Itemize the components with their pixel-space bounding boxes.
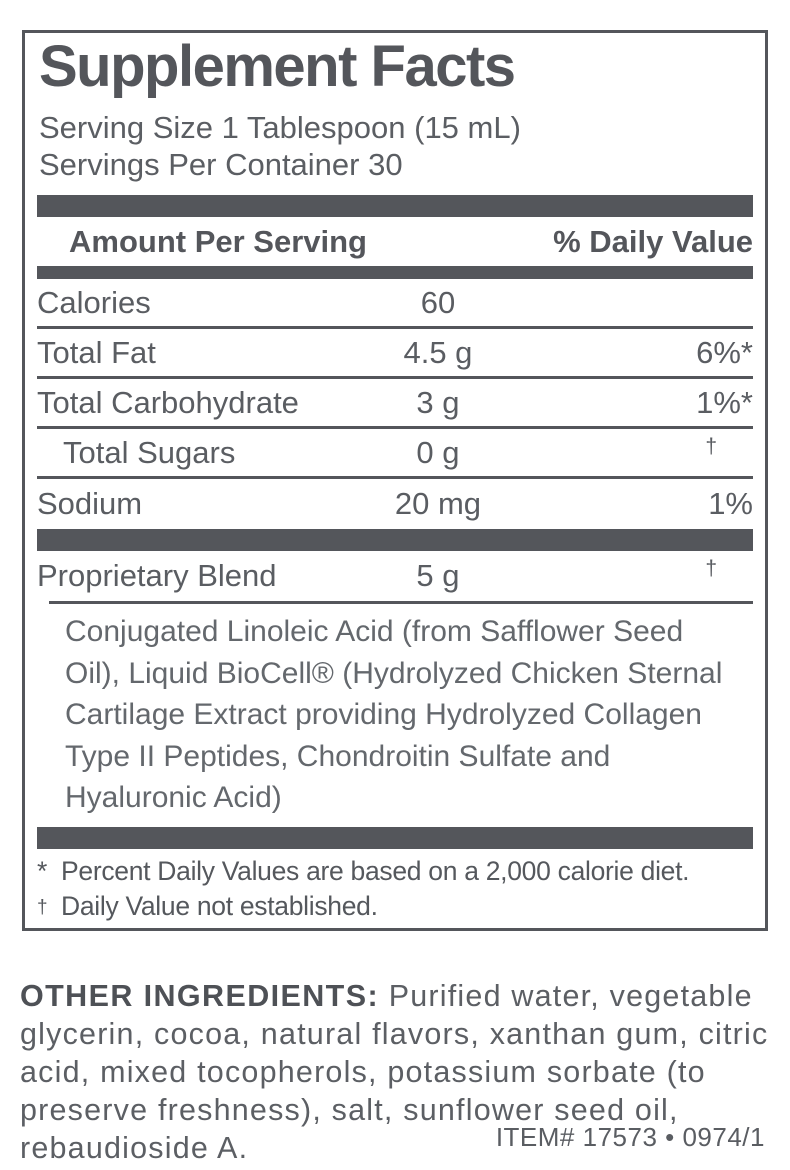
panel-title: Supplement Facts <box>39 34 516 99</box>
nutrient-row-total-fat: Total Fat 4.5 g 6%* <box>37 329 753 379</box>
nutrient-amount: 20 mg <box>394 486 482 521</box>
nutrient-label: Sodium <box>37 486 143 521</box>
nutrient-row-total-carbohydrate: Total Carbohydrate 3 g 1%* <box>37 379 753 429</box>
nutrient-label: Total Fat <box>37 334 156 370</box>
servings-per-container-line: Servings Per Container 30 <box>39 147 403 182</box>
nutrient-label: Total Sugars <box>63 434 236 470</box>
other-ingredients-heading: OTHER INGREDIENTS: <box>20 978 380 1013</box>
nutrient-amount: 4.5 g <box>403 334 473 370</box>
nutrient-row-sodium: Sodium 20 mg 1% <box>37 479 753 529</box>
table-header-row: Amount Per Serving % Daily Value <box>37 217 753 266</box>
dagger-symbol: † <box>705 435 717 458</box>
amount-per-serving-header: Amount Per Serving <box>69 223 367 259</box>
nutrient-row-proprietary-blend: Proprietary Blend 5 g † <box>37 551 753 601</box>
nutrient-amount: 60 <box>420 284 456 320</box>
item-number: ITEM# 17573 • 0974/1 <box>495 1122 765 1152</box>
separator-bar-footnotes <box>37 826 753 849</box>
supplement-facts-panel: Supplement Facts Serving Size 1 Tablespo… <box>22 30 768 931</box>
nutrient-daily-value: 1%* <box>696 384 753 420</box>
serving-size-line: Serving Size 1 Tablespoon (15 mL) <box>39 110 521 145</box>
asterisk-symbol: * <box>37 855 48 886</box>
separator-bar-top <box>37 195 753 217</box>
nutrient-label: Proprietary Blend <box>37 558 277 593</box>
dagger-symbol: † <box>37 896 48 918</box>
proprietary-blend-rule <box>49 601 753 604</box>
nutrient-row-total-sugars: Total Sugars 0 g † <box>37 429 753 479</box>
other-ingredients-text: Purified water, vegetable glycerin, coco… <box>20 978 769 1165</box>
footnote-daily-value-not-established: † Daily Value not established. <box>37 889 753 925</box>
nutrient-label: Total Carbohydrate <box>37 384 299 420</box>
footnote-text: Daily Value not established. <box>61 890 378 921</box>
proprietary-blend-description: Conjugated Linoleic Acid (from Safflower… <box>65 615 723 814</box>
separator-bar-header <box>37 266 753 279</box>
nutrient-daily-value: 1% <box>708 486 753 521</box>
nutrient-amount: 5 g <box>416 558 460 593</box>
nutrient-label: Calories <box>37 284 151 320</box>
daily-value-header: % Daily Value <box>553 223 753 259</box>
footnotes: * Percent Daily Values are based on a 2,… <box>37 849 753 928</box>
nutrient-row-calories: Calories 60 <box>37 279 753 329</box>
other-ingredients-paragraph: OTHER INGREDIENTS: Purified water, veget… <box>20 977 772 1167</box>
nutrient-daily-value: 6%* <box>696 334 753 370</box>
separator-bar-sodium <box>37 529 753 551</box>
dagger-symbol: † <box>705 557 717 580</box>
nutrient-amount: 3 g <box>416 384 460 420</box>
footnote-daily-values: * Percent Daily Values are based on a 2,… <box>37 854 753 889</box>
footnote-text: Percent Daily Values are based on a 2,00… <box>61 855 690 886</box>
nutrient-amount: 0 g <box>416 434 460 470</box>
